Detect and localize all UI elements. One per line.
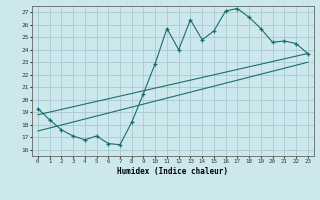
X-axis label: Humidex (Indice chaleur): Humidex (Indice chaleur) bbox=[117, 167, 228, 176]
